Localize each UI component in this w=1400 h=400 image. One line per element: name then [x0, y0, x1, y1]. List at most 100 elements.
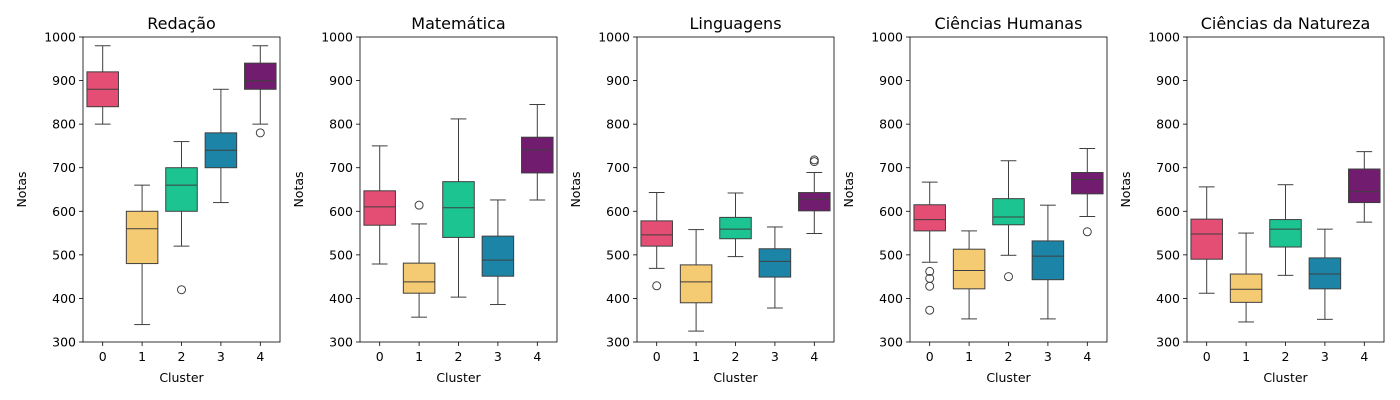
y-tick-label: 500: [879, 247, 903, 262]
x-axis-label: Cluster: [159, 370, 204, 385]
chart-panel: Ciências da Natureza 300 400 500 600 700 800 90…: [1118, 14, 1385, 385]
box-body: [1348, 168, 1381, 204]
x-tick-label: 0: [1203, 349, 1211, 364]
box-plot-item: [363, 145, 396, 265]
box-body: [1308, 257, 1342, 290]
chart-title: Linguagens: [689, 14, 781, 33]
chart-panel: Redação 300 400 500 600 700 800 900 1000 0 1 2 3 4 Clu…: [14, 14, 281, 385]
box-plot-item: [442, 118, 475, 298]
y-tick-label: 400: [879, 291, 903, 306]
outlier-point: [925, 281, 935, 291]
outlier-point: [652, 281, 662, 291]
chart-panel: Linguagens 300 400 500 600 700 800 900 1000 0 1 2 3 4…: [568, 14, 835, 385]
box-plot-item: [1308, 228, 1342, 320]
outlier-point: [255, 128, 265, 138]
y-tick-label: 500: [52, 247, 76, 262]
y-tick-label: 800: [52, 117, 76, 132]
plot-frame: [359, 36, 558, 343]
box-plot-item: [1031, 204, 1065, 320]
y-axis-label: Notas: [841, 171, 856, 207]
box-plot-item: [402, 200, 436, 318]
outlier-point: [1082, 227, 1092, 237]
y-tick-label: 800: [329, 117, 353, 132]
x-tick-label: 0: [376, 349, 384, 364]
x-axis-label: Cluster: [1263, 370, 1308, 385]
x-tick-label: 0: [926, 349, 934, 364]
box-body: [1269, 219, 1302, 248]
y-tick-label: 600: [879, 204, 903, 219]
y-tick-label: 900: [329, 73, 353, 88]
x-tick-label: 4: [1360, 349, 1368, 364]
box-plot-item: [992, 160, 1025, 282]
y-tick-label: 300: [329, 335, 353, 350]
y-tick-label: 600: [1156, 204, 1180, 219]
box-body: [244, 62, 277, 90]
x-tick-label: 1: [692, 349, 700, 364]
plot-frame: [636, 36, 835, 343]
y-tick-label: 1000: [44, 30, 76, 45]
x-tick-label: 4: [810, 349, 818, 364]
chart-title: Ciências Humanas: [935, 14, 1083, 33]
outlier-point: [414, 200, 424, 210]
box-plot-item: [640, 192, 673, 291]
outlier-point: [925, 266, 935, 276]
x-tick-label: 1: [965, 349, 973, 364]
box-body: [719, 216, 752, 240]
y-tick-label: 600: [329, 204, 353, 219]
y-tick-label: 400: [606, 291, 630, 306]
y-tick-label: 900: [1156, 73, 1180, 88]
box-plot-item: [679, 229, 713, 332]
y-tick-label: 300: [606, 335, 630, 350]
chart-panel: Matemática 300 400 500 600 700 800 900 1000 0 1 2 3 4…: [291, 14, 558, 385]
box-body: [481, 235, 515, 277]
y-tick-label: 300: [879, 335, 903, 350]
x-tick-label: 4: [1083, 349, 1091, 364]
plot-frame: [82, 36, 281, 343]
y-tick-label: 600: [52, 204, 76, 219]
y-tick-label: 500: [329, 247, 353, 262]
x-tick-label: 0: [653, 349, 661, 364]
box-plot-item: [719, 192, 752, 258]
y-tick-label: 500: [606, 247, 630, 262]
chart-title: Matemática: [411, 14, 505, 33]
box-body: [402, 262, 436, 294]
box-plot-item: [125, 184, 159, 326]
x-tick-label: 2: [1282, 349, 1290, 364]
box-plot-item: [244, 45, 277, 138]
box-body: [125, 210, 159, 265]
x-tick-label: 4: [256, 349, 264, 364]
x-tick-label: 3: [771, 349, 779, 364]
y-tick-label: 500: [1156, 247, 1180, 262]
box-plot-item: [1348, 151, 1381, 223]
box-plot-item: [913, 181, 946, 315]
x-tick-label: 2: [732, 349, 740, 364]
y-tick-label: 900: [606, 73, 630, 88]
y-tick-label: 300: [52, 335, 76, 350]
x-tick-label: 1: [1242, 349, 1250, 364]
y-tick-label: 1000: [871, 30, 903, 45]
box-body: [442, 181, 475, 238]
box-plot-item: [1269, 184, 1302, 276]
x-tick-label: 2: [178, 349, 186, 364]
box-plot-item: [758, 226, 792, 309]
x-tick-label: 4: [533, 349, 541, 364]
box-body: [798, 192, 831, 212]
y-tick-label: 1000: [598, 30, 630, 45]
x-tick-label: 3: [1321, 349, 1329, 364]
box-body: [1071, 172, 1104, 195]
box-plot-item: [798, 155, 831, 235]
box-plot-item: [1190, 186, 1223, 294]
chart-panel: Ciências Humanas 300 400 500 600 700 800 900 100…: [841, 14, 1108, 385]
x-tick-label: 0: [99, 349, 107, 364]
box-body: [521, 136, 554, 174]
box-plot-item: [952, 230, 986, 320]
y-tick-label: 400: [52, 291, 76, 306]
y-tick-label: 900: [52, 73, 76, 88]
plot-frame: [1186, 36, 1385, 343]
y-tick-label: 700: [879, 160, 903, 175]
box-plot-item: [1229, 232, 1263, 323]
outlier-point: [809, 155, 819, 165]
y-tick-label: 400: [1156, 291, 1180, 306]
box-plot-item: [481, 199, 515, 306]
